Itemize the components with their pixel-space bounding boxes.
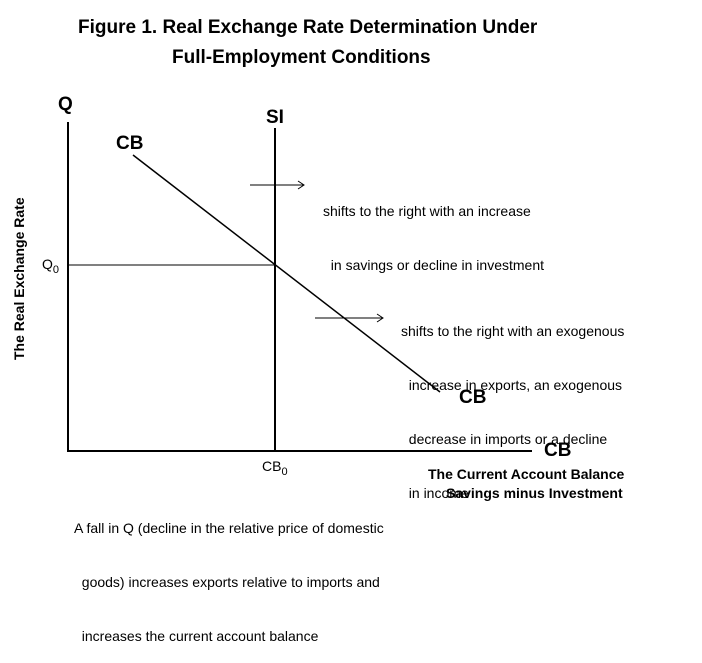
si-shift-note: shifts to the right with an increase in … (323, 166, 544, 292)
cb-shift-note-line3: decrease in imports or a decline (401, 431, 608, 447)
y-axis-letter: Q (58, 94, 73, 115)
cb-shift-note-line1: shifts to the right with an exogenous (401, 323, 625, 339)
diagram-canvas (67, 122, 532, 452)
cb-shift-arrow (315, 313, 384, 323)
x-axis-title-line1: The Current Account Balance (428, 466, 625, 482)
si-shift-arrow (250, 180, 305, 190)
cb-shift-note-line2: increase in exports, an exogenous (401, 377, 623, 393)
cb-curve (132, 154, 441, 393)
si-shift-note-line2: in savings or decline in investment (323, 257, 544, 273)
cb0-base: CB (262, 458, 282, 474)
figure-title-line2: Full-Employment Conditions (172, 47, 431, 68)
cb-curve-label-bottom: CB (459, 387, 487, 408)
bottom-note: A fall in Q (decline in the relative pri… (74, 483, 384, 663)
bottom-note-line2: goods) increases exports relative to imp… (74, 574, 380, 590)
bottom-note-line1: A fall in Q (decline in the relative pri… (74, 520, 384, 536)
si-curve-label: SI (266, 107, 284, 128)
cb0-subscript: 0 (281, 465, 288, 478)
cb-shift-note: shifts to the right with an exogenous in… (401, 286, 624, 520)
q0-base: Q (42, 256, 53, 272)
si-shift-note-line1: shifts to the right with an increase (323, 203, 531, 219)
q0-label: Q0 (42, 256, 59, 276)
cb-shift-note-line4: in income (401, 485, 469, 501)
cb0-label: CB0 (262, 458, 288, 478)
q0-subscript: 0 (52, 263, 60, 276)
bottom-note-line3: increases the current account balance (74, 628, 319, 644)
figure-title-line1: Figure 1. Real Exchange Rate Determinati… (78, 17, 538, 38)
cb-curve-label-top: CB (116, 133, 144, 154)
y-axis-title: The Real Exchange Rate (11, 197, 27, 360)
x-axis-title-line2: Savings minus Investment (446, 485, 623, 501)
x-axis-letter: CB (544, 440, 572, 461)
